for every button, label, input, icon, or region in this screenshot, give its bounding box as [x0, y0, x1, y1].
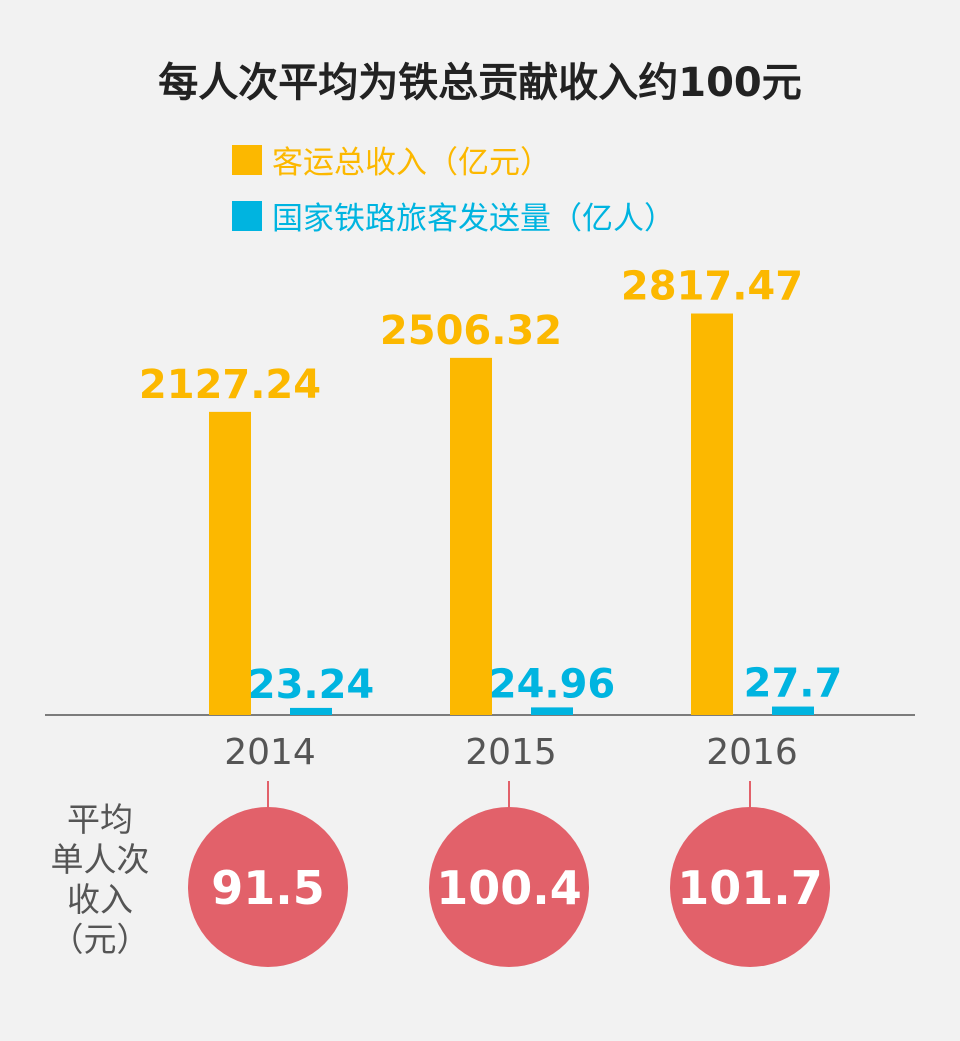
legend-item-passengers: 国家铁路旅客发送量（亿人） [232, 193, 675, 238]
x-tick-label-2016: 2016 [706, 732, 798, 773]
bar-label-revenue-2014: 2127.24 [139, 362, 321, 408]
per-capita-circle-2015 [429, 807, 589, 967]
legend-label-revenue: 客运总收入（亿元） [272, 145, 551, 181]
legend-item-revenue: 客运总收入（亿元） [232, 137, 551, 182]
bar-passengers-2016 [772, 706, 814, 715]
bar-passengers-2014 [290, 707, 332, 715]
bar-label-revenue-2016: 2817.47 [621, 264, 803, 310]
bar-revenue-2016 [691, 313, 733, 715]
bar-label-passengers-2016: 27.7 [744, 661, 843, 707]
x-tick-label-2014: 2014 [224, 732, 316, 773]
bar-passengers-2015 [531, 707, 573, 715]
per-capita-label: 平均 单人次 收入 （元） [50, 800, 150, 959]
legend-label-passengers: 国家铁路旅客发送量（亿人） [272, 201, 675, 237]
bar-revenue-2015 [450, 357, 492, 715]
per-capita-value-2015: 100.4 [436, 861, 582, 915]
chart-title: 每人次平均为铁总贡献收入约100元 [158, 60, 802, 106]
legend-swatch-revenue [232, 144, 262, 175]
bar-label-passengers-2014: 23.24 [248, 662, 375, 708]
x-tick-label-2015: 2015 [465, 732, 557, 773]
per-capita-value-2016: 101.7 [677, 861, 823, 915]
bar-revenue-2014 [209, 411, 251, 715]
per-capita-value-2014: 91.5 [211, 861, 325, 915]
bar-label-revenue-2015: 2506.32 [380, 308, 562, 354]
legend-swatch-passengers [232, 200, 262, 231]
bar-label-passengers-2015: 24.96 [489, 661, 616, 707]
per-capita-circle-2014 [188, 807, 348, 967]
per-capita-circle-2016 [670, 807, 830, 967]
